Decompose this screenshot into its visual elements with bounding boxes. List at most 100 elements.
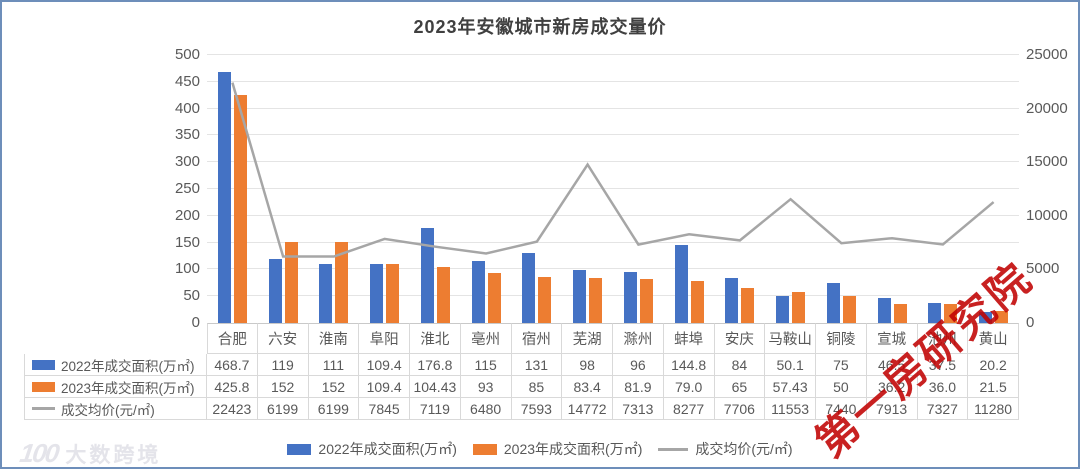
legend-swatch-icon (287, 443, 312, 455)
left-axis-label: 500 (174, 46, 200, 63)
table-value-cell: 7313 (613, 398, 664, 420)
bar-2023 (589, 278, 603, 323)
bar-2023 (233, 94, 247, 323)
table-value-cell: 468.7 (207, 354, 258, 376)
table-value-cell: 93 (460, 376, 512, 398)
bar-2022 (776, 296, 790, 323)
table-city-header: 芜湖 (562, 323, 613, 354)
table-city-header: 池州 (917, 323, 969, 354)
data-table: 合肥 六安 淮南 阜阳 淮北 亳州 宿州 芜湖 滁州 蚌埠 安庆 马鞍山 铜陵 宣城 池州 黄山 2022年成交… (24, 323, 1019, 420)
right-axis-label: 0 (1026, 314, 1035, 331)
gridline (207, 161, 1019, 163)
table-value-cell: 176.8 (410, 354, 461, 376)
bar-2023 (487, 273, 501, 323)
bar-swatch-icon (32, 359, 55, 370)
table-row-label: 2022年成交面积(万㎡) (24, 354, 207, 376)
dashu-logo: 100 大数跨境 (18, 438, 162, 467)
table-value-cell: 8277 (663, 398, 715, 420)
table-value-cell: 6480 (460, 398, 512, 420)
left-axis-label: 0 (191, 314, 200, 331)
table-value-cell: 7845 (359, 398, 410, 420)
left-axis-label: 300 (174, 153, 200, 171)
table-value-cell: 152 (257, 376, 309, 398)
table-value-cell: 111 (308, 354, 360, 376)
bar-2022 (928, 302, 942, 323)
table-value-cell: 6199 (308, 398, 360, 420)
left-axis-label: 400 (174, 99, 200, 117)
bar-2023 (538, 277, 552, 323)
table-value-cell: 84 (714, 354, 766, 376)
bar-2022 (268, 259, 282, 323)
bar-2023 (842, 296, 856, 323)
table-value-cell: 65 (714, 376, 766, 398)
left-axis-label: 200 (174, 206, 200, 224)
table-value-cell: 50 (816, 376, 867, 398)
bar-2022 (319, 263, 333, 323)
gridline (207, 241, 1019, 243)
bar-2023 (386, 264, 400, 323)
gridline (207, 134, 1019, 136)
bar-2022 (826, 282, 840, 323)
table-city-header: 宣城 (866, 323, 918, 354)
table-value-cell: 21.5 (968, 376, 1019, 398)
right-axis-label: 20000 (1026, 99, 1068, 117)
gridline (207, 268, 1019, 270)
table-value-cell: 11280 (968, 398, 1019, 420)
table-value-cell: 109.4 (359, 376, 410, 398)
legend-item: 2023年成交面积(万㎡) (472, 439, 642, 459)
table-city-header: 亳州 (460, 323, 512, 354)
bar-2023 (690, 280, 704, 323)
gridline (207, 54, 1019, 55)
right-axis-label: 15000 (1026, 153, 1068, 171)
bar-2022 (217, 71, 231, 323)
table-city-header: 淮南 (308, 323, 360, 354)
gridline (207, 107, 1019, 109)
bar-swatch-icon (32, 381, 55, 392)
bar-2022 (877, 298, 891, 323)
table-value-cell: 7119 (410, 398, 461, 420)
table-city-header: 马鞍山 (765, 323, 816, 354)
left-axis-label: 150 (174, 233, 200, 251)
table-city-header: 宿州 (511, 323, 563, 354)
left-axis-label: 450 (174, 72, 200, 90)
bar-2022 (623, 271, 637, 323)
table-value-cell: 98 (562, 354, 613, 376)
right-axis-label: 25000 (1026, 46, 1068, 63)
bar-2022 (522, 252, 536, 323)
gridline (207, 188, 1019, 189)
table-value-cell: 7440 (816, 398, 867, 420)
table-value-cell: 22423 (207, 398, 258, 420)
table-value-cell: 425.8 (207, 376, 258, 398)
table-value-cell: 36.2 (866, 376, 918, 398)
table-city-header: 阜阳 (359, 323, 410, 354)
table-city-header: 合肥 (207, 323, 258, 354)
table-value-cell: 96 (613, 354, 664, 376)
chart-legend: 2022年成交面积(万㎡) 2023年成交面积(万㎡) 成交均价(元/㎡) (2, 439, 1078, 459)
table-value-cell: 131 (511, 354, 563, 376)
table-value-cell: 20.2 (968, 354, 1019, 376)
bar-2022 (979, 312, 993, 323)
table-value-cell: 50.1 (765, 354, 816, 376)
dashu-logo-text: 大数跨境 (65, 443, 162, 467)
table-value-cell: 109.4 (359, 354, 410, 376)
table-row-label-text: 2023年成交面积(万㎡) (61, 380, 195, 396)
bar-2023 (436, 267, 450, 323)
table-value-cell: 144.8 (663, 354, 715, 376)
table-value-cell: 7706 (714, 398, 766, 420)
bar-2023 (893, 303, 907, 323)
right-axis-label: 5000 (1026, 260, 1060, 278)
table-row-label: 2023年成交面积(万㎡) (24, 376, 207, 398)
chart-title: 2023年安徽城市新房成交量价 (413, 17, 667, 37)
table-value-cell: 79.0 (663, 376, 715, 398)
bar-2023 (639, 279, 653, 323)
table-value-cell: 36.0 (917, 376, 969, 398)
price-line (231, 82, 995, 258)
table-value-cell: 6199 (257, 398, 309, 420)
bar-2023 (335, 241, 349, 323)
table-city-header: 六安 (257, 323, 309, 354)
table-value-cell: 57.43 (765, 376, 816, 398)
legend-item: 成交均价(元/㎡) (658, 439, 793, 459)
left-axis-label: 100 (174, 260, 200, 278)
table-corner-spacer (24, 323, 207, 354)
bar-2023 (741, 288, 755, 323)
